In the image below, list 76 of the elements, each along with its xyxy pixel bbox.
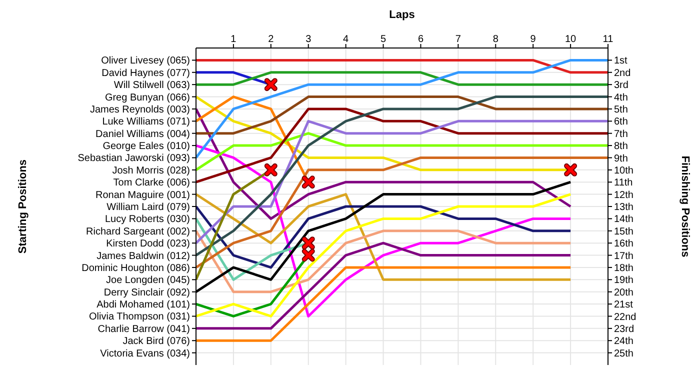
y-tick-label: 2nd <box>614 68 631 79</box>
y-tick-label: 8th <box>614 141 628 152</box>
text: James Reynolds (003) <box>90 104 190 116</box>
line-series <box>196 242 572 330</box>
text: Oliver Livesey (065) <box>101 56 190 67</box>
line-series <box>196 108 572 220</box>
text: Kirsten Dodd (023) <box>106 238 190 250</box>
x-tick-label: 5 <box>380 34 386 45</box>
y-tick-label: 19th <box>614 275 634 286</box>
text: Josh Morris (028) <box>112 165 190 176</box>
line-series <box>196 108 608 184</box>
y-tick-label: 14th <box>614 214 634 226</box>
y-tick-label: 4th <box>614 92 628 104</box>
y-tick-label: 12th <box>614 190 634 201</box>
x-tick-label: 4 <box>343 34 350 45</box>
line-series <box>196 205 572 269</box>
text: William Laird (079) <box>106 202 190 213</box>
y-tick-label: 9th <box>614 153 628 164</box>
y-tick-label: 5th <box>614 104 628 116</box>
x-tick-label: 2 <box>268 34 274 45</box>
text: Victoria Evans (034) <box>100 348 190 360</box>
line-series <box>196 193 572 318</box>
text: Sebastian Jaworski (093) <box>78 153 190 164</box>
text: Jack Bird (076) <box>122 336 190 348</box>
text: Starting Positions <box>17 159 29 254</box>
y-tick-label: 11th <box>614 178 633 189</box>
y-tick-label: 3rd <box>614 80 628 92</box>
text: Charlie Barrow (041) <box>98 324 190 335</box>
y-tick-label: 20th <box>614 287 634 298</box>
y-tick-label: 10th <box>614 165 634 176</box>
y-axis-title: Finishing Positions <box>679 156 692 258</box>
text: Ronan Maguire (001) <box>96 190 190 201</box>
y-tick-label: 7th <box>614 128 628 140</box>
text: George Eales (010) <box>102 141 190 152</box>
y-tick-label: 13th <box>614 202 634 214</box>
line-series <box>196 230 572 294</box>
y-tick-label: 21st <box>614 300 634 311</box>
line-series <box>196 193 572 281</box>
text: Olivia Thompson (031) <box>89 312 190 323</box>
y-tick-label: 25th <box>614 348 634 360</box>
y-tick-label: 16th <box>614 238 634 250</box>
line-series <box>196 96 608 135</box>
y-tick-label: 24th <box>614 336 634 348</box>
y-tick-label: 6th <box>614 116 628 128</box>
y-tick-label: 15th <box>614 226 634 238</box>
x-tick-label: 8 <box>492 34 499 45</box>
text: Richard Sargeant (002) <box>86 226 190 238</box>
line-series <box>196 96 608 257</box>
x-tick-label: 3 <box>306 34 312 45</box>
line-series <box>196 58 608 159</box>
y-tick-label: 1st <box>614 56 628 67</box>
text: Will Stilwell (063) <box>114 80 190 92</box>
x-tick-label: 6 <box>418 34 424 45</box>
x-tick-label: 9 <box>530 34 536 45</box>
y-tick-label: 23rd <box>614 324 634 335</box>
y-tick-label: 22nd <box>614 312 636 323</box>
line-series <box>196 156 608 269</box>
line-series <box>196 120 608 244</box>
text: Greg Bunyan (066) <box>104 92 190 104</box>
text: Dominic Houghton (086) <box>82 262 190 274</box>
x-tick-label: 10 <box>564 34 577 45</box>
text: Abdi Mohamed (101) <box>96 300 190 311</box>
text: Luke Williams (071) <box>102 116 190 128</box>
text: James Baldwin (012) <box>96 250 190 262</box>
text: David Haynes (077) <box>102 68 190 79</box>
x-tick-label: 7 <box>455 34 462 45</box>
y-tick-label: 17th <box>614 250 634 262</box>
text: Derry Sinclair (092) <box>104 287 190 298</box>
y-tick-label: 18th <box>614 263 634 274</box>
text: Joe Longden (045) <box>106 275 190 286</box>
text: Lucy Roberts (030) <box>104 214 190 226</box>
text: Daniel Williams (004) <box>96 128 190 140</box>
x-tick-label: 11 <box>602 34 614 45</box>
x-tick-label: 1 <box>230 34 237 45</box>
text: Tom Clarke (006) <box>113 178 190 189</box>
x-axis-title: Laps <box>389 8 415 21</box>
